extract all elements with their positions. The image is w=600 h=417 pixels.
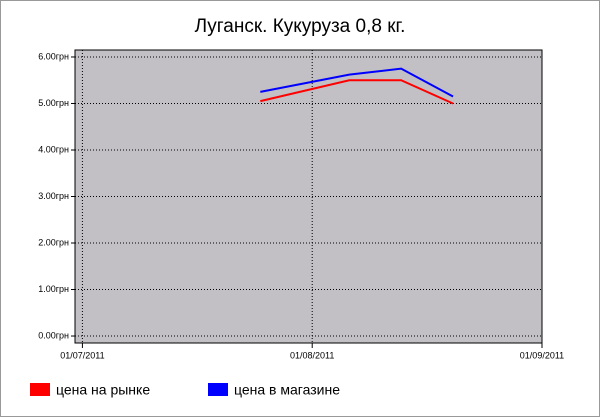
x-tick-label: 01/08/2011: [290, 350, 334, 360]
legend-label: цена в магазине: [234, 382, 340, 398]
y-tick-label: 5.00грн: [38, 98, 69, 108]
chart-title: Луганск. Кукуруза 0,8 кг.: [195, 16, 406, 37]
x-tick-label: 01/07/2011: [60, 350, 104, 360]
y-tick-label: 4.00грн: [38, 144, 69, 154]
legend-swatch: [30, 383, 50, 396]
legend-label: цена на рынке: [56, 382, 150, 398]
plot-area: [74, 49, 543, 344]
y-tick-label: 1.00грн: [38, 284, 69, 294]
x-tick-label: 01/09/2011: [520, 350, 564, 360]
series-line: [260, 67, 454, 98]
series-line: [260, 79, 454, 105]
y-tick-label: 6.00грн: [38, 51, 69, 61]
y-tick-label: 2.00грн: [38, 237, 69, 247]
y-tick-label: 3.00грн: [38, 191, 69, 201]
legend-swatch: [208, 383, 228, 396]
y-tick-label: 0.00грн: [38, 330, 69, 340]
